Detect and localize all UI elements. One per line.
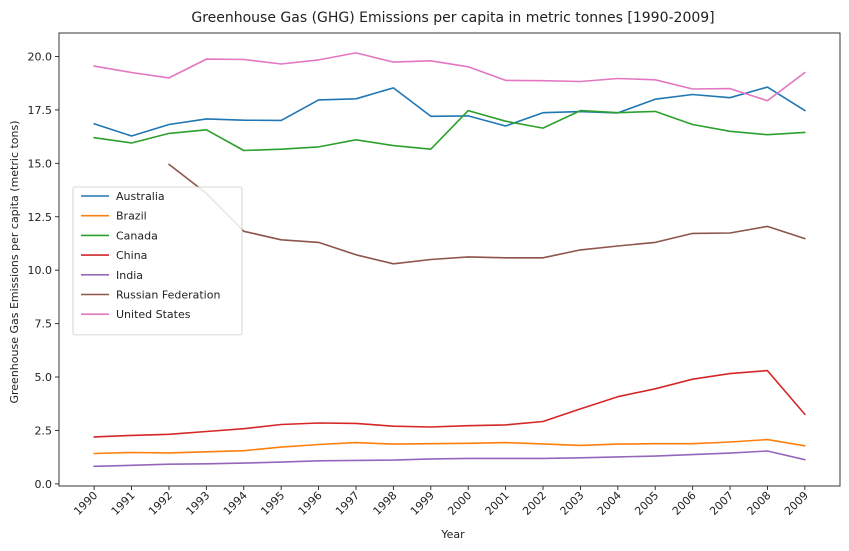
- series-line-russian-federation: [168, 163, 806, 265]
- series-line-brazil: [93, 438, 806, 455]
- y-tick-label: 5.0: [35, 371, 53, 384]
- x-axis-label: Year: [440, 528, 465, 541]
- y-tick-label: 10.0: [28, 264, 53, 277]
- y-tick-label: 12.5: [28, 211, 53, 224]
- series-line-united-states: [93, 52, 806, 102]
- y-tick-label: 20.0: [28, 51, 53, 64]
- chart-title: Greenhouse Gas (GHG) Emissions per capit…: [191, 10, 714, 26]
- legend-label-india: India: [116, 269, 143, 282]
- legend-label-russian-federation: Russian Federation: [116, 289, 220, 302]
- y-tick-label: 17.5: [28, 104, 53, 117]
- series-line-china: [93, 369, 806, 438]
- plot-frame: [58, 32, 841, 487]
- legend-label-australia: Australia: [116, 190, 165, 203]
- y-tick-label: 15.0: [28, 157, 53, 170]
- series-line-canada: [93, 109, 806, 152]
- series-line-australia: [93, 86, 806, 137]
- y-axis-label: Greenhouse Gas Emissions per capita (met…: [8, 120, 21, 403]
- series-line-india: [93, 450, 806, 468]
- y-tick-label: 0.0: [35, 478, 53, 491]
- legend-box: [72, 186, 243, 336]
- legend: Australia Brazil Canada China India Russian F…: [72, 186, 243, 336]
- legend-label-brazil: Brazil: [116, 210, 147, 223]
- legend-label-china: China: [116, 249, 147, 262]
- legend-label-united-states: United States: [116, 308, 191, 321]
- legend-label-canada: Canada: [116, 229, 158, 242]
- y-tick-label: 2.5: [35, 424, 53, 437]
- y-tick-label: 7.5: [35, 318, 53, 331]
